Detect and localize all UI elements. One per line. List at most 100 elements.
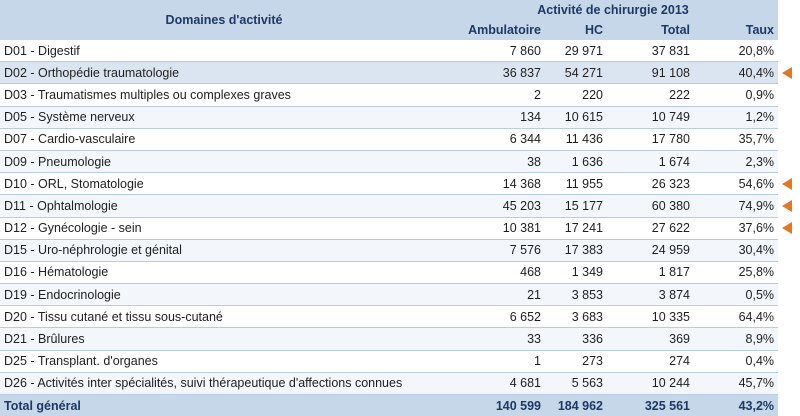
total-label: Total général bbox=[0, 395, 448, 416]
total-cell: 274 bbox=[607, 350, 694, 372]
hc-cell: 1 349 bbox=[545, 261, 607, 283]
hc-cell: 3 683 bbox=[545, 306, 607, 328]
hc-cell: 17 241 bbox=[545, 217, 607, 239]
hc-cell: 17 383 bbox=[545, 239, 607, 261]
total-cell: 369 bbox=[607, 328, 694, 350]
taux-cell: 54,6% bbox=[694, 173, 778, 195]
total-cell: 1 674 bbox=[607, 150, 694, 172]
group-header: Activité de chirurgie 2013 bbox=[448, 0, 778, 20]
hc-cell: 5 563 bbox=[545, 372, 607, 394]
taux-cell: 8,9% bbox=[694, 328, 778, 350]
ambulatoire-cell: 6 344 bbox=[448, 128, 545, 150]
hc-cell: 15 177 bbox=[545, 195, 607, 217]
taux-column-header: Taux bbox=[694, 20, 778, 40]
taux-cell: 0,4% bbox=[694, 350, 778, 372]
hc-cell: 220 bbox=[545, 84, 607, 106]
table-row: D03 - Traumatismes multiples ou complexe… bbox=[0, 84, 778, 106]
total-cell: 10 749 bbox=[607, 106, 694, 128]
domain-cell: D07 - Cardio-vasculaire bbox=[0, 128, 448, 150]
hc-cell: 1 636 bbox=[545, 150, 607, 172]
ambulatoire-cell: 21 bbox=[448, 284, 545, 306]
hc-cell: 273 bbox=[545, 350, 607, 372]
taux-cell: 0,5% bbox=[694, 284, 778, 306]
hc-cell: 11 955 bbox=[545, 173, 607, 195]
total-cell: 3 874 bbox=[607, 284, 694, 306]
domain-cell: D15 - Uro-néphrologie et génital bbox=[0, 239, 448, 261]
domain-cell: D19 - Endocrinologie bbox=[0, 284, 448, 306]
ambulatoire-cell: 2 bbox=[448, 84, 545, 106]
taux-cell: 37,6% bbox=[694, 217, 778, 239]
total-cell: 222 bbox=[607, 84, 694, 106]
total-total: 325 561 bbox=[607, 395, 694, 416]
header-row-top: Domaines d'activité Activité de chirurgi… bbox=[0, 0, 778, 20]
total-hc: 184 962 bbox=[545, 395, 607, 416]
total-cell: 10 244 bbox=[607, 372, 694, 394]
total-cell: 37 831 bbox=[607, 40, 694, 62]
table-row: D26 - Activités inter spécialités, suivi… bbox=[0, 372, 778, 394]
activity-table-view: Domaines d'activité Activité de chirurgi… bbox=[0, 0, 800, 401]
taux-cell: 25,8% bbox=[694, 261, 778, 283]
taux-cell: 1,2% bbox=[694, 106, 778, 128]
domain-cell: D05 - Système nerveux bbox=[0, 106, 448, 128]
total-cell: 17 780 bbox=[607, 128, 694, 150]
hc-cell: 54 271 bbox=[545, 62, 607, 84]
taux-cell: 30,4% bbox=[694, 239, 778, 261]
hc-cell: 11 436 bbox=[545, 128, 607, 150]
taux-cell: 64,4% bbox=[694, 306, 778, 328]
domain-cell: D12 - Gynécologie - sein bbox=[0, 217, 448, 239]
total-cell: 10 335 bbox=[607, 306, 694, 328]
orange-left-triangle-icon bbox=[782, 67, 792, 79]
taux-cell: 40,4% bbox=[694, 62, 778, 84]
total-taux: 43,2% bbox=[694, 395, 778, 416]
taux-cell: 45,7% bbox=[694, 372, 778, 394]
surgery-activity-table: Domaines d'activité Activité de chirurgi… bbox=[0, 0, 778, 416]
domain-cell: D10 - ORL, Stomatologie bbox=[0, 173, 448, 195]
ambulatoire-cell: 4 681 bbox=[448, 372, 545, 394]
ambulatoire-cell: 468 bbox=[448, 261, 545, 283]
total-cell: 1 817 bbox=[607, 261, 694, 283]
ambulatoire-column-header: Ambulatoire bbox=[448, 20, 545, 40]
domain-cell: D02 - Orthopédie traumatologie bbox=[0, 62, 448, 84]
domain-cell: D09 - Pneumologie bbox=[0, 150, 448, 172]
total-cell: 26 323 bbox=[607, 173, 694, 195]
total-cell: 24 959 bbox=[607, 239, 694, 261]
taux-cell: 2,3% bbox=[694, 150, 778, 172]
orange-left-triangle-icon bbox=[782, 178, 792, 190]
domain-column-header: Domaines d'activité bbox=[0, 0, 448, 40]
taux-cell: 74,9% bbox=[694, 195, 778, 217]
ambulatoire-cell: 38 bbox=[448, 150, 545, 172]
taux-cell: 0,9% bbox=[694, 84, 778, 106]
total-cell: 60 380 bbox=[607, 195, 694, 217]
total-column-header: Total bbox=[607, 20, 694, 40]
ambulatoire-cell: 36 837 bbox=[448, 62, 545, 84]
hc-cell: 3 853 bbox=[545, 284, 607, 306]
ambulatoire-cell: 134 bbox=[448, 106, 545, 128]
ambulatoire-cell: 10 381 bbox=[448, 217, 545, 239]
ambulatoire-cell: 7 576 bbox=[448, 239, 545, 261]
ambulatoire-cell: 6 652 bbox=[448, 306, 545, 328]
ambulatoire-cell: 33 bbox=[448, 328, 545, 350]
domain-cell: D01 - Digestif bbox=[0, 40, 448, 62]
ambulatoire-cell: 7 860 bbox=[448, 40, 545, 62]
total-cell: 91 108 bbox=[607, 62, 694, 84]
domain-cell: D03 - Traumatismes multiples ou complexe… bbox=[0, 84, 448, 106]
domain-cell: D11 - Ophtalmologie bbox=[0, 195, 448, 217]
row-markers bbox=[782, 0, 800, 401]
total-row: Total général 140 599 184 962 325 561 43… bbox=[0, 395, 778, 416]
domain-cell: D20 - Tissu cutané et tissu sous-cutané bbox=[0, 306, 448, 328]
taux-cell: 20,8% bbox=[694, 40, 778, 62]
ambulatoire-cell: 45 203 bbox=[448, 195, 545, 217]
domain-cell: D25 - Transplant. d'organes bbox=[0, 350, 448, 372]
